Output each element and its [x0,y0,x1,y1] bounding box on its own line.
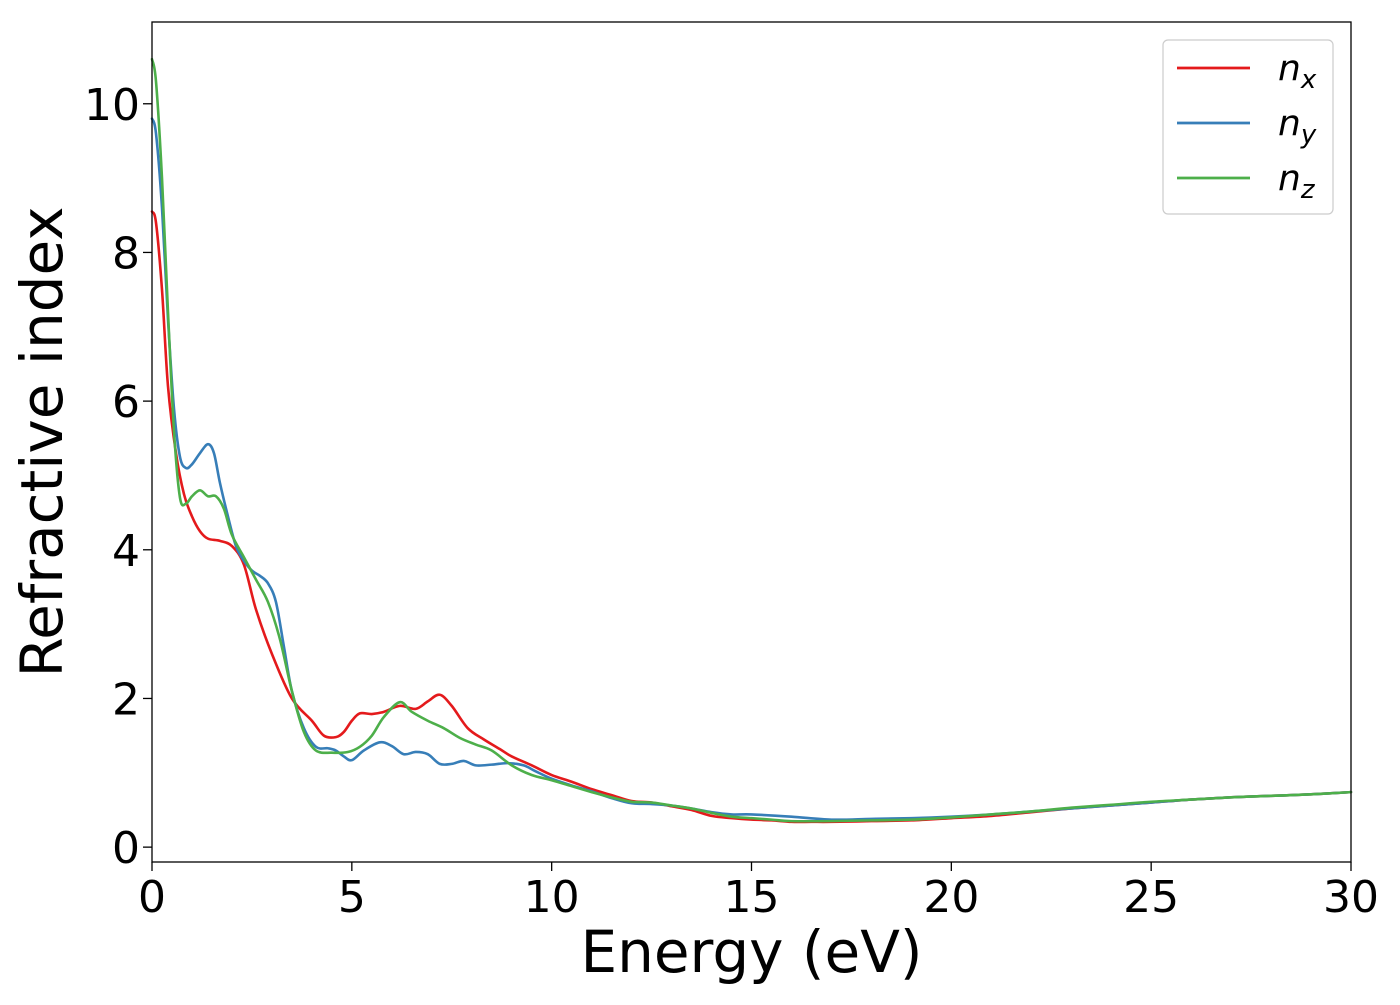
plot-frame [151,21,1352,863]
series-line-n-z [150,57,1353,823]
x-tick-label: 15 [724,872,780,923]
x-tick-label: 30 [1323,872,1379,923]
y-tick-label: 0 [112,823,140,874]
legend-label-n-x: nx [1278,48,1317,95]
x-tick-label: 10 [524,872,580,923]
legend-label-n-z: nz [1278,158,1316,205]
series-line-n-x [150,210,1353,824]
x-tick-label: 25 [1123,872,1179,923]
tick-layer: 0 5 10 15 20 25 30 0 2 4 6 8 10 [84,80,1379,923]
x-axis-title: Energy (eV) [580,918,922,986]
y-axis-title: Refractive index [8,206,76,677]
y-tick-label: 10 [84,80,140,131]
y-tick-label: 4 [112,526,140,577]
x-tick-label: 20 [923,872,979,923]
series-layer [150,57,1353,824]
legend-label-n-y: ny [1278,103,1317,150]
y-tick-label: 2 [112,674,140,725]
legend: nx ny nz [1162,39,1334,215]
series-line-n-y [150,117,1353,822]
x-tick-label: 0 [138,872,166,923]
x-tick-label: 5 [338,872,366,923]
y-tick-label: 8 [112,228,140,279]
y-tick-label: 6 [112,377,140,428]
legend-box [1162,39,1334,215]
